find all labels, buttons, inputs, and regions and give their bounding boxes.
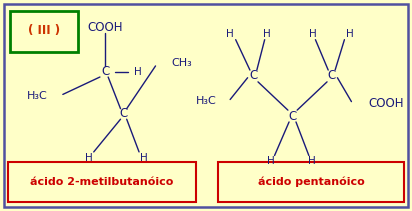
- Text: ácido 2-metilbutanóico: ácido 2-metilbutanóico: [30, 177, 174, 187]
- Text: C: C: [101, 65, 109, 78]
- FancyBboxPatch shape: [4, 4, 408, 207]
- Text: ( III ): ( III ): [28, 24, 61, 37]
- Text: H: H: [267, 156, 275, 166]
- Text: COOH: COOH: [369, 97, 404, 110]
- FancyBboxPatch shape: [218, 162, 404, 202]
- Text: H: H: [309, 29, 317, 39]
- FancyBboxPatch shape: [8, 162, 196, 202]
- Text: H: H: [85, 153, 92, 163]
- Text: H: H: [309, 156, 316, 166]
- Text: ácido pentanóico: ácido pentanóico: [258, 177, 365, 187]
- Text: C: C: [328, 69, 336, 83]
- Text: H: H: [134, 67, 142, 77]
- Text: H: H: [140, 153, 148, 163]
- Text: H: H: [263, 29, 271, 39]
- Text: H₃C: H₃C: [196, 96, 216, 106]
- Text: COOH: COOH: [87, 21, 123, 34]
- FancyBboxPatch shape: [10, 11, 78, 52]
- Text: H₃C: H₃C: [27, 91, 47, 101]
- Text: C: C: [288, 110, 297, 123]
- Text: C: C: [119, 107, 128, 120]
- Text: H: H: [226, 29, 234, 39]
- Text: CH₃: CH₃: [171, 58, 192, 68]
- Text: H: H: [346, 29, 354, 39]
- Text: C: C: [249, 69, 258, 83]
